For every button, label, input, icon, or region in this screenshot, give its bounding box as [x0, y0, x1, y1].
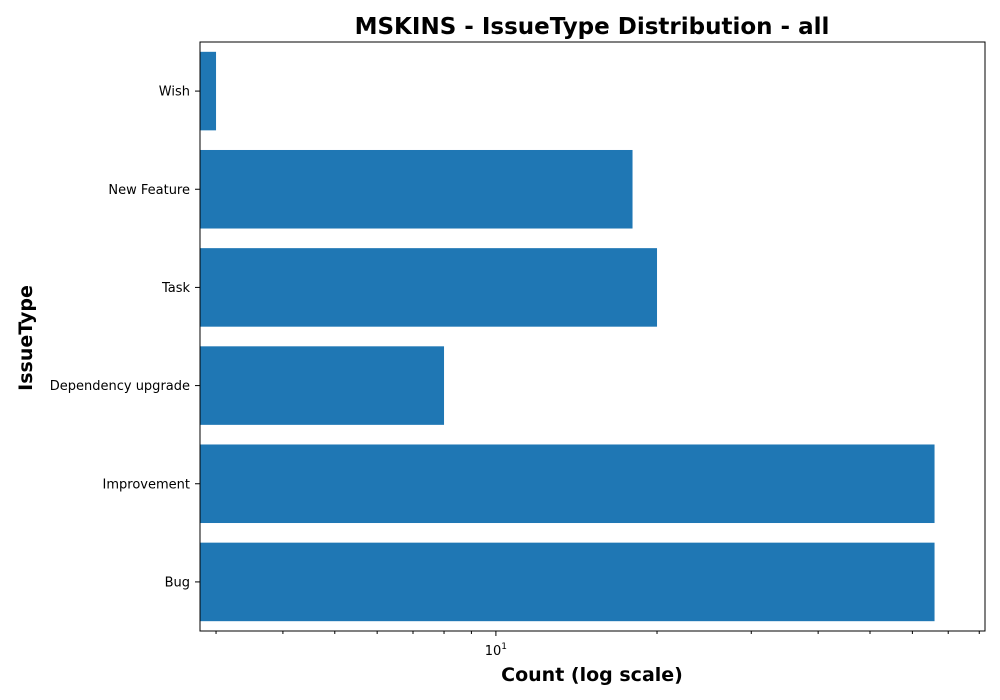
y-axis-title: IssueType: [15, 285, 37, 391]
plot-background: [200, 42, 985, 631]
bars: [200, 51, 935, 622]
x-axis-title: Count (log scale): [501, 664, 683, 686]
plot-frame: [199, 41, 986, 632]
bar-new-feature: [200, 149, 633, 229]
x-axis: 101: [215, 631, 980, 659]
bar-wish: [200, 51, 217, 131]
y-tick-label: Bug: [165, 575, 190, 590]
x-tick-exponent: 1: [501, 642, 507, 652]
bar-task: [200, 248, 658, 327]
y-tick-label: Task: [161, 281, 191, 296]
y-tick-label: Wish: [159, 85, 190, 100]
bar-improvement: [200, 444, 935, 524]
x-tick-base: 10: [485, 644, 502, 659]
bar-dependency-upgrade: [200, 346, 445, 425]
bar-bug: [200, 542, 935, 622]
y-tick-label: Improvement: [103, 477, 190, 492]
x-major-tick-label: 101: [485, 642, 507, 659]
chart-title: MSKINS - IssueType Distribution - all: [355, 14, 830, 40]
y-tick-label: Dependency upgrade: [50, 379, 190, 394]
y-axis: Bug Improvement Dependency upgrade Task New …: [50, 85, 200, 590]
y-tick-label: New Feature: [108, 183, 190, 198]
